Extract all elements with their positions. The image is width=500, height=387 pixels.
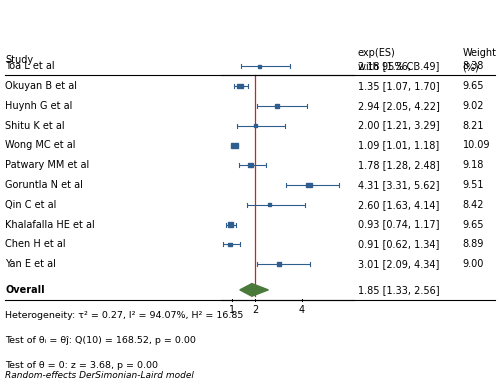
- Text: Test of θᵢ = θĵ: Q(10) = 168.52, p = 0.00: Test of θᵢ = θĵ: Q(10) = 168.52, p = 0.0…: [5, 336, 196, 345]
- Text: 4: 4: [298, 305, 305, 315]
- Text: 9.65: 9.65: [462, 81, 484, 91]
- Text: Heterogeneity: τ² = 0.27, I² = 94.07%, H² = 16.85: Heterogeneity: τ² = 0.27, I² = 94.07%, H…: [5, 311, 244, 320]
- Text: 2.94 [2.05, 4.22]: 2.94 [2.05, 4.22]: [358, 101, 440, 111]
- Text: 1.85 [1.33, 2.56]: 1.85 [1.33, 2.56]: [358, 285, 439, 295]
- Text: 8.38: 8.38: [462, 61, 484, 71]
- Bar: [258, 65, 261, 68]
- Text: Okuyan B et al: Okuyan B et al: [5, 81, 77, 91]
- Bar: [254, 124, 257, 127]
- Bar: [228, 222, 234, 227]
- Text: 0.91 [0.62, 1.34]: 0.91 [0.62, 1.34]: [358, 239, 439, 249]
- Text: Chen H et al: Chen H et al: [5, 239, 66, 249]
- Text: Weight: Weight: [462, 48, 496, 58]
- Text: Khalafalla HE et al: Khalafalla HE et al: [5, 219, 95, 229]
- Text: 2: 2: [252, 305, 258, 315]
- Text: 1: 1: [229, 305, 235, 315]
- Text: with 95% CI: with 95% CI: [358, 62, 416, 72]
- Text: 1.09 [1.01, 1.18]: 1.09 [1.01, 1.18]: [358, 140, 439, 151]
- Text: 8.21: 8.21: [462, 120, 484, 130]
- Polygon shape: [240, 284, 268, 296]
- Text: 2.60 [1.63, 4.14]: 2.60 [1.63, 4.14]: [358, 200, 439, 210]
- Bar: [238, 84, 243, 88]
- Text: 2.00 [1.21, 3.29]: 2.00 [1.21, 3.29]: [358, 120, 439, 130]
- Text: 2.18 [1.36, 3.49]: 2.18 [1.36, 3.49]: [358, 61, 439, 71]
- Text: 1.78 [1.28, 2.48]: 1.78 [1.28, 2.48]: [358, 160, 439, 170]
- Text: Huynh G et al: Huynh G et al: [5, 101, 72, 111]
- Text: 1.35 [1.07, 1.70]: 1.35 [1.07, 1.70]: [358, 81, 439, 91]
- Text: Toa L et al: Toa L et al: [5, 61, 54, 71]
- Bar: [248, 163, 252, 167]
- Text: 10.09: 10.09: [462, 140, 490, 151]
- Text: Overall: Overall: [5, 285, 44, 295]
- Bar: [276, 262, 281, 266]
- Text: Shitu K et al: Shitu K et al: [5, 120, 64, 130]
- Text: Study: Study: [5, 55, 33, 65]
- Text: 4.31 [3.31, 5.62]: 4.31 [3.31, 5.62]: [358, 180, 439, 190]
- Text: Test of θ = 0: z = 3.68, p = 0.00: Test of θ = 0: z = 3.68, p = 0.00: [5, 361, 158, 370]
- Text: Qin C et al: Qin C et al: [5, 200, 57, 210]
- Bar: [228, 243, 232, 246]
- Text: 3.01 [2.09, 4.34]: 3.01 [2.09, 4.34]: [358, 259, 439, 269]
- Text: (%): (%): [462, 62, 479, 72]
- Bar: [231, 142, 237, 148]
- Bar: [268, 203, 271, 206]
- Text: Goruntla N et al: Goruntla N et al: [5, 180, 83, 190]
- Bar: [306, 183, 312, 187]
- Text: Wong MC et al: Wong MC et al: [5, 140, 76, 151]
- Text: 8.89: 8.89: [462, 239, 484, 249]
- Text: 9.65: 9.65: [462, 219, 484, 229]
- Text: exp(ES): exp(ES): [358, 48, 395, 58]
- Text: 0.93 [0.74, 1.17]: 0.93 [0.74, 1.17]: [358, 219, 439, 229]
- Text: 9.02: 9.02: [462, 101, 484, 111]
- Text: 8.42: 8.42: [462, 200, 484, 210]
- Text: 9.51: 9.51: [462, 180, 484, 190]
- Text: 9.00: 9.00: [462, 259, 484, 269]
- Text: Random-effects DerSimonian-Laird model: Random-effects DerSimonian-Laird model: [5, 371, 194, 380]
- Text: Patwary MM et al: Patwary MM et al: [5, 160, 89, 170]
- Text: 9.18: 9.18: [462, 160, 484, 170]
- Bar: [275, 104, 280, 108]
- Text: Yan E et al: Yan E et al: [5, 259, 56, 269]
